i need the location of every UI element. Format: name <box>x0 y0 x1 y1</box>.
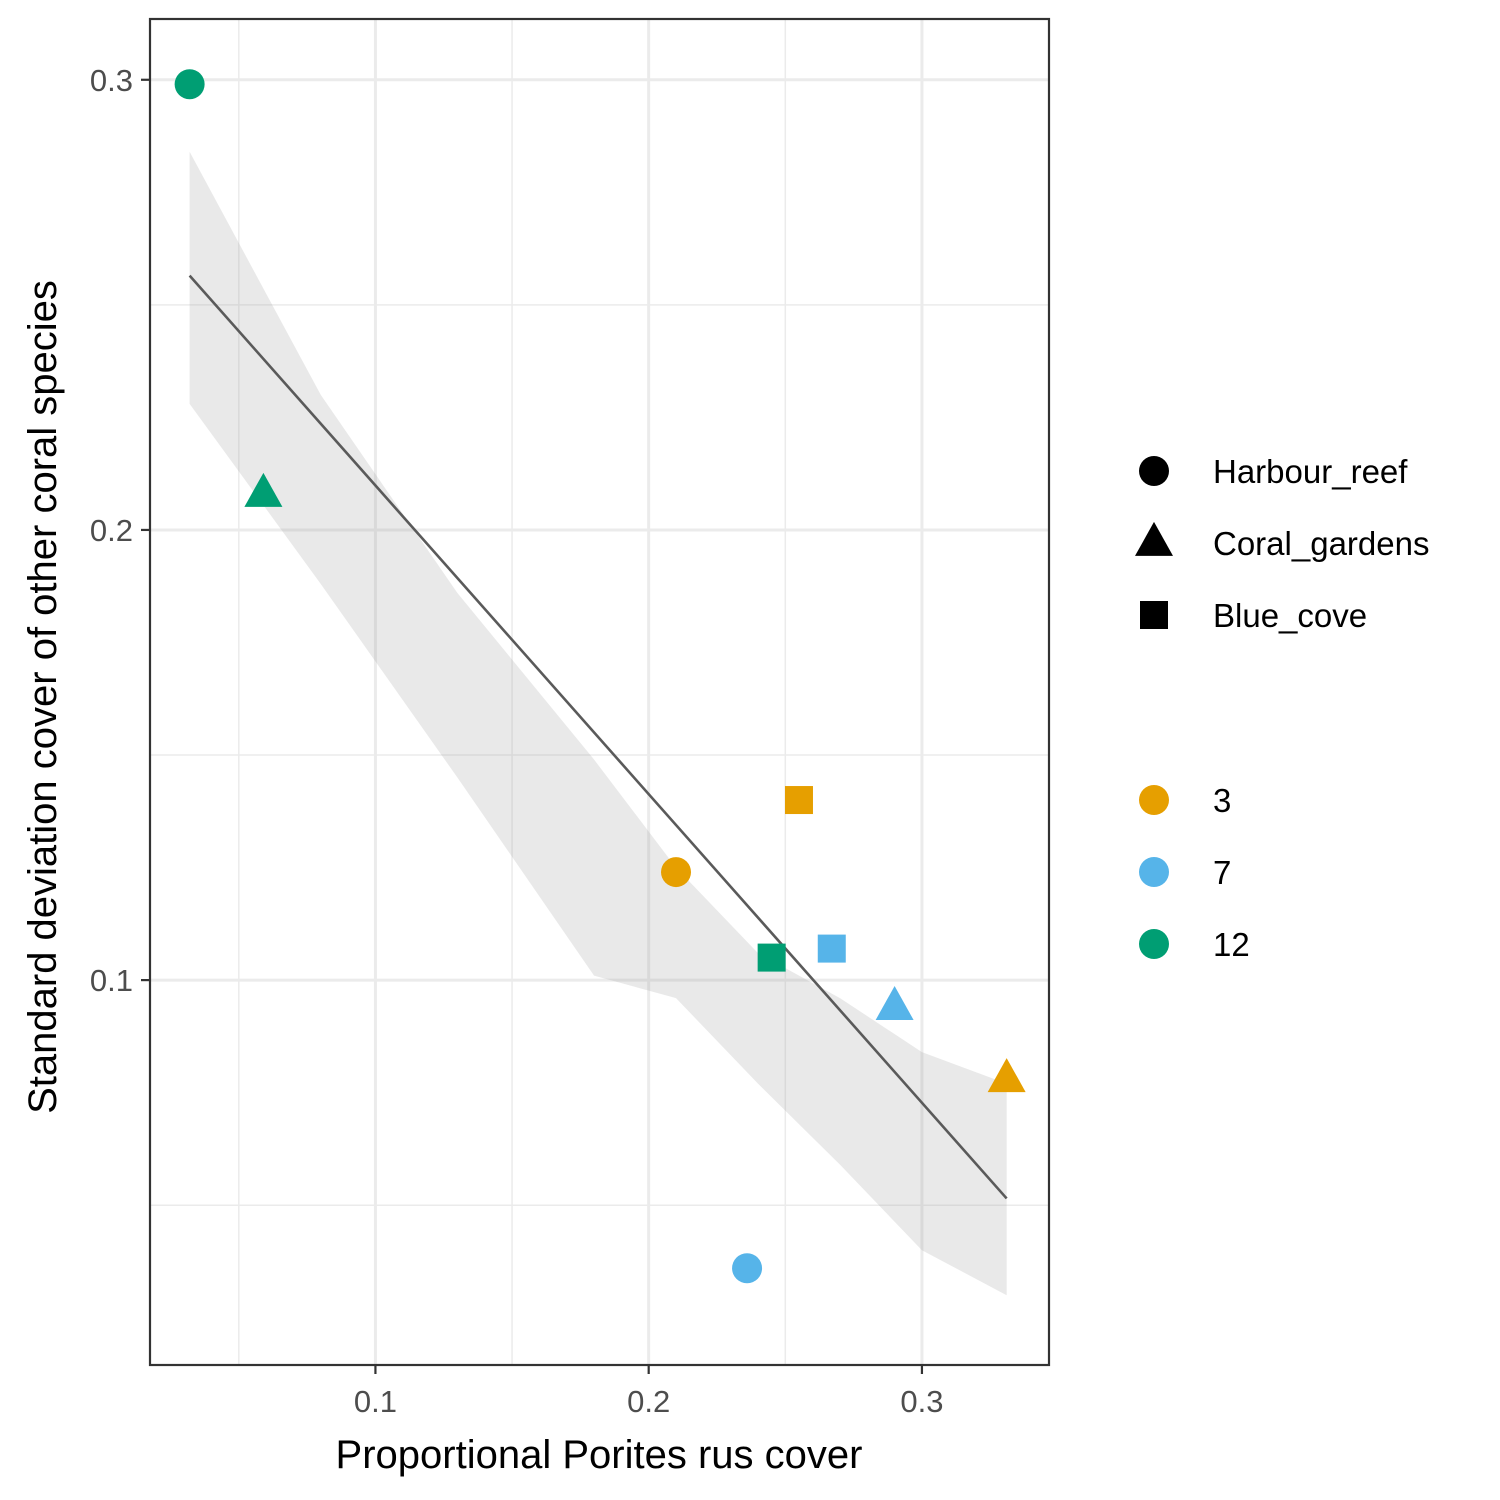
legend-label: 3 <box>1213 782 1231 819</box>
data-point <box>987 1058 1026 1093</box>
axes: 0.1 0.2 0.3 0.1 0.2 0.3 <box>90 63 944 1419</box>
legend-key-color <box>1139 785 1169 815</box>
legend-key-color <box>1139 929 1169 959</box>
data-point <box>661 857 692 888</box>
data-point <box>174 69 205 100</box>
legend: Harbour_reef Coral_gardens Blue_cove 3 7 12 <box>1135 453 1429 963</box>
data-point <box>784 786 813 815</box>
panel-background <box>150 19 1049 1365</box>
y-tick-label: 0.2 <box>90 513 133 548</box>
data-point <box>757 943 786 972</box>
data-point <box>817 934 846 963</box>
legend-label: Blue_cove <box>1213 597 1367 634</box>
legend-label: 7 <box>1213 854 1231 891</box>
legend-label: 12 <box>1213 926 1250 963</box>
y-axis-title: Standard deviation cover of other coral … <box>21 280 65 1114</box>
data-point <box>244 472 283 507</box>
x-tick-label: 0.2 <box>627 1384 670 1419</box>
x-axis-title: Proportional Porites rus cover <box>336 1433 863 1477</box>
legend-label: Coral_gardens <box>1213 525 1429 562</box>
x-tick-label: 0.1 <box>354 1384 397 1419</box>
legend-key-shape <box>1140 601 1168 629</box>
x-tick-label: 0.3 <box>900 1384 943 1419</box>
plot-panel <box>148 17 1051 1367</box>
y-tick-label: 0.1 <box>90 963 133 998</box>
legend-key-color <box>1139 857 1169 887</box>
panel-border <box>148 17 1051 1367</box>
confidence-band <box>189 151 1007 1296</box>
data-point <box>875 986 914 1021</box>
y-tick-label: 0.3 <box>90 63 133 98</box>
legend-label: Harbour_reef <box>1213 453 1408 490</box>
regression-line <box>188 274 1008 1200</box>
data-point <box>732 1253 763 1284</box>
legend-key-shape <box>1139 456 1169 486</box>
legend-key-shape <box>1135 521 1173 556</box>
